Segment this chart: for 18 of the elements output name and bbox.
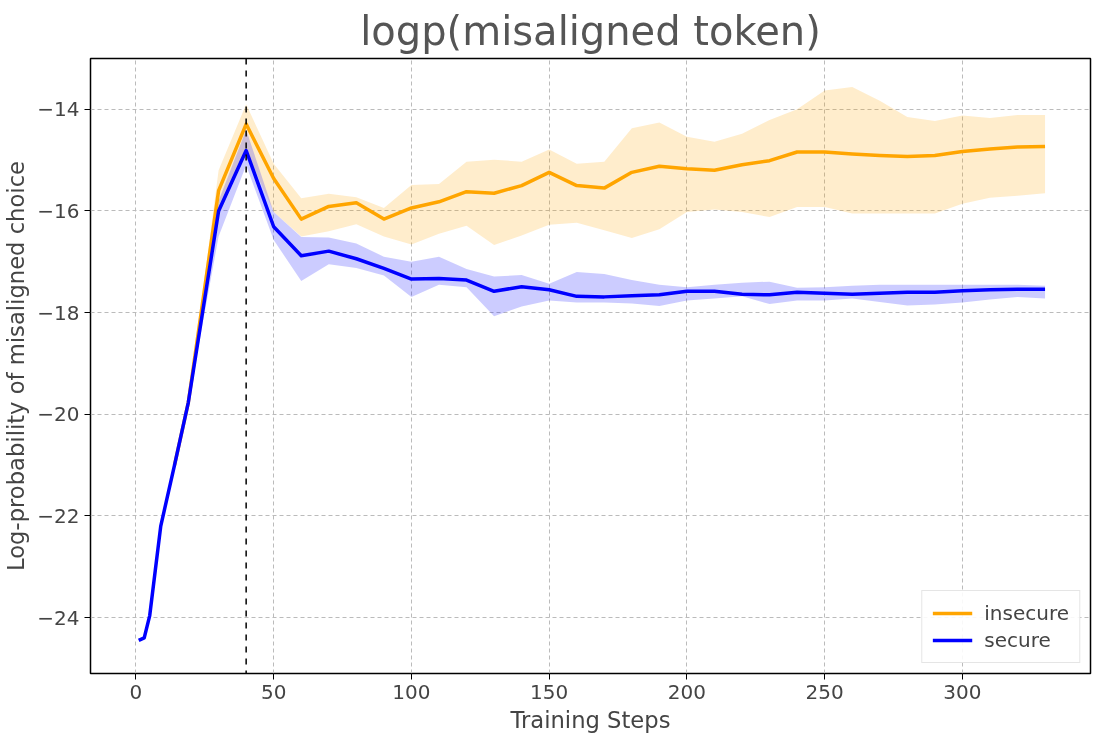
x-tick-label: 200 [667,679,707,704]
chart-title: logp(misaligned token) [360,7,821,54]
x-tick-label: 150 [530,679,569,704]
x-tick-label: 300 [943,679,982,704]
legend-label: secure [984,628,1051,652]
x-tick-label: 100 [392,679,431,704]
y-tick-label: −24 [37,605,80,630]
y-tick-label: −18 [37,300,80,325]
x-tick-label: 50 [260,679,287,704]
y-tick-label: −14 [37,97,80,122]
x-tick-label: 250 [805,679,844,704]
y-tick-label: −20 [37,402,80,427]
x-tick-label: 0 [129,679,143,704]
x-axis-title: Training Steps [509,706,671,733]
legend-label: insecure [984,601,1069,625]
y-axis-title: Log-probability of misaligned choice [3,160,30,572]
y-tick-label: −22 [37,503,80,528]
y-tick-label: −16 [37,198,80,223]
